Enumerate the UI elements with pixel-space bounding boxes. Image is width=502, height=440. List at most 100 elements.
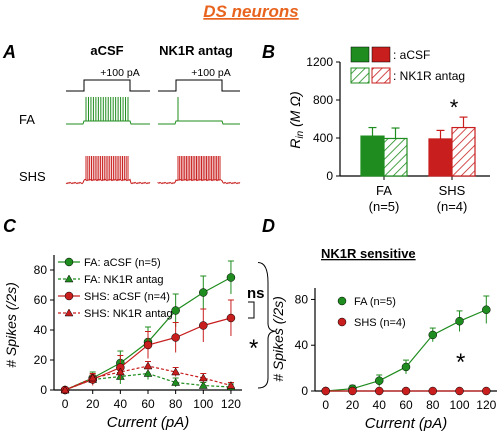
b-y-tick-label: 0: [326, 169, 333, 183]
row-label-fa: FA: [19, 112, 35, 127]
figure-title: DS neurons: [203, 2, 298, 21]
d-point: [401, 362, 411, 372]
c-x-tick-label: 80: [169, 397, 183, 411]
b-bar-acsf: [360, 135, 385, 177]
d-point: [321, 386, 330, 396]
d-x-label: Current (pA): [365, 415, 448, 432]
b-y-tick-label: 400: [313, 131, 333, 145]
step-label-antag: +100 pA: [191, 67, 230, 79]
d-point: [348, 386, 357, 396]
c-x-tick-label: 20: [86, 397, 100, 411]
d-significance-star: *: [456, 349, 465, 376]
d-point: [374, 376, 384, 385]
c-legend-marker: [64, 274, 74, 283]
d-legend-marker: [337, 317, 347, 327]
panel-a-col-label-antag: NK1R antag: [159, 43, 233, 58]
b-bar-acsf: [428, 138, 453, 177]
chart-c: 0 20 40 60 80 0 20 40 60 80 100 120 Current (pA) FA: …: [34, 255, 277, 431]
panel-a-label: A: [2, 42, 16, 62]
c-point: [198, 380, 208, 389]
legend-b-swatch-shs-antag: [371, 67, 391, 84]
c-legend-label: SHS: aCSF (n=4): [84, 291, 170, 303]
c-legend-marker: [64, 308, 74, 317]
d-legend-marker: [337, 296, 347, 306]
panel-c-ylabel: # Spikes (/2s): [3, 282, 19, 368]
c-y-tick-label: 60: [34, 293, 48, 307]
b-category-sublabel: (n=4): [437, 199, 468, 214]
d-y-tick-label: 80: [295, 292, 309, 306]
d-y-tick-label: 40: [295, 338, 309, 352]
row-label-shs: SHS: [19, 169, 46, 184]
c-point: [60, 385, 70, 394]
d-x-tick-label: 120: [476, 398, 496, 412]
legend-b-antag-label: : NK1R antag: [393, 69, 465, 83]
c-significance-star: *: [249, 335, 258, 362]
chart-b: 0 400 800 1200 FA(n=5) SHS(n=4) *: [306, 55, 490, 214]
c-point: [88, 373, 98, 382]
legend-b-swatch-fa-antag: [350, 67, 370, 84]
step-protocol-antag: [158, 79, 240, 92]
c-point: [171, 377, 181, 386]
c-legend-marker: [64, 257, 74, 267]
c-point: [171, 333, 180, 342]
c-x-tick-label: 100: [193, 397, 213, 411]
d-point: [455, 316, 464, 326]
c-point: [143, 368, 153, 377]
step-label-acsf: +100 pA: [100, 67, 139, 79]
d-point: [482, 386, 491, 396]
legend-b-swatch-fa-acsf: [350, 46, 370, 63]
c-point: [115, 367, 125, 376]
b-y-tick-label: 800: [313, 93, 333, 107]
c-point: [143, 361, 153, 370]
c-point: [226, 273, 236, 282]
c-ns-label: ns: [247, 285, 265, 302]
d-legend-label: SHS (n=4): [354, 317, 406, 329]
b-category-sublabel: (n=5): [369, 199, 400, 214]
c-point: [171, 367, 181, 376]
c-point: [198, 373, 208, 382]
panel-b-ylabel: Rin (M Ω): [287, 91, 306, 148]
trace-fa-acsf-baseline: [66, 120, 150, 125]
b-bar-antag: [383, 137, 408, 177]
panel-b-label: B: [262, 42, 275, 62]
c-legend-label: SHS: NK1R antag: [84, 308, 173, 320]
legend-b-swatch-shs-acsf: [371, 46, 391, 63]
c-legend-label: FA: NK1R antag: [84, 274, 164, 286]
legend-b: : aCSF : NK1R antag: [350, 46, 465, 84]
c-point: [199, 321, 208, 330]
c-point: [226, 313, 236, 323]
c-x-label: Current (pA): [107, 414, 190, 431]
d-point: [374, 386, 384, 396]
d-point: [455, 386, 464, 396]
d-x-tick-label: 100: [450, 398, 470, 412]
legend-b-acsf-label: : aCSF: [393, 48, 430, 62]
d-legend-label: FA (n=5): [354, 296, 396, 308]
b-category-label: FA: [376, 183, 392, 198]
b-bar-antag: [451, 126, 476, 177]
c-y-tick-label: 0: [40, 383, 47, 397]
panel-d-subtitle: NK1R sensitive: [321, 246, 416, 261]
d-x-tick-label: 40: [373, 398, 387, 412]
c-significance-brace: [257, 262, 277, 389]
d-point: [401, 386, 411, 396]
c-y-tick-label: 20: [34, 353, 48, 367]
c-point: [226, 380, 236, 389]
c-point: [143, 340, 153, 350]
d-point: [428, 386, 438, 396]
c-ns-bracket: [248, 301, 255, 319]
d-x-tick-label: 80: [426, 398, 440, 412]
d-point: [482, 305, 491, 314]
trace-shs-acsf-baseline: [65, 178, 151, 185]
c-x-tick-label: 120: [221, 397, 241, 411]
c-point: [199, 288, 208, 297]
panel-d-ylabel: # Spikes (/2s): [270, 296, 286, 382]
c-y-tick-label: 80: [34, 263, 48, 277]
trace-shs-antag-baseline: [157, 178, 241, 185]
panel-a-col-label-acsf: aCSF: [90, 43, 123, 58]
step-protocol-acsf: [66, 79, 150, 92]
trace-fa-antag-baseline: [158, 120, 240, 125]
b-category-label: SHS: [439, 183, 466, 198]
c-legend-label: FA: aCSF (n=5): [84, 257, 161, 269]
panel-d-label: D: [262, 216, 275, 236]
